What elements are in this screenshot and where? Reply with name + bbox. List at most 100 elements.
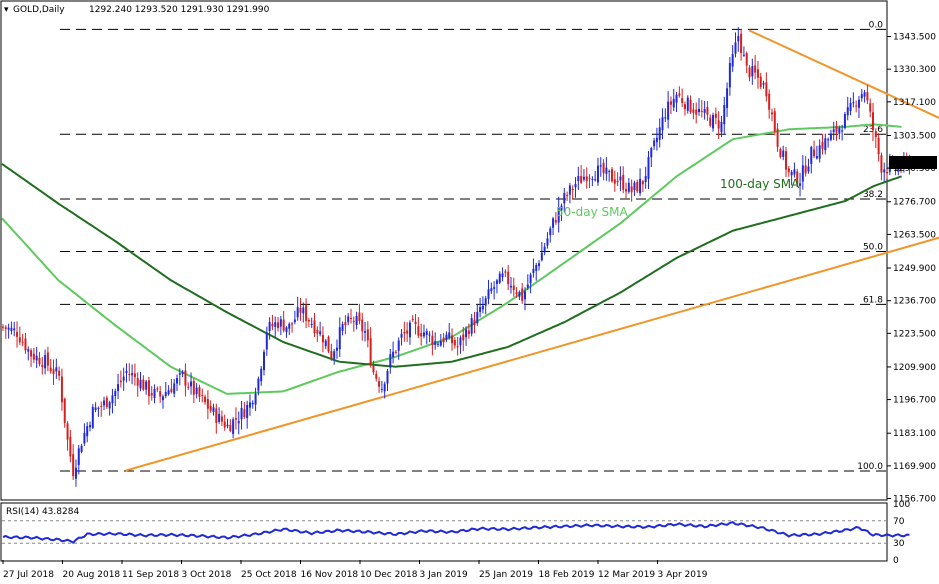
sma100-line xyxy=(1,163,902,368)
candle-bull xyxy=(605,167,608,174)
candle-bull xyxy=(97,407,100,409)
candle-bull xyxy=(883,169,886,173)
candle-bear xyxy=(406,330,409,334)
candle-bear xyxy=(866,92,869,101)
candle-bull xyxy=(591,178,594,180)
candle-bull xyxy=(524,291,527,300)
candle-bear xyxy=(142,379,145,390)
candle-bull xyxy=(726,88,729,109)
y-tick-label: 1290.300 xyxy=(893,164,936,174)
candle-bull xyxy=(723,105,726,125)
candle-bear xyxy=(462,334,465,341)
candle-bear xyxy=(330,351,333,359)
y-tick-label: 1169.900 xyxy=(893,462,936,472)
candle-bear xyxy=(277,322,280,329)
candle-bull xyxy=(274,322,277,327)
candle-bear xyxy=(759,76,762,87)
candle-bear xyxy=(580,175,583,183)
x-tick-label: 25 Oct 2018 xyxy=(241,570,297,580)
candle-bear xyxy=(41,364,44,367)
candle-bear xyxy=(611,169,614,182)
candle-bull xyxy=(608,171,611,173)
candle-bull xyxy=(667,101,670,120)
candle-bull xyxy=(237,421,240,424)
candle-bear xyxy=(872,112,875,131)
candle-bear xyxy=(566,195,569,197)
candle-bull xyxy=(167,390,170,395)
dropdown-arrow-icon[interactable]: ▾ xyxy=(4,5,9,15)
candle-bull xyxy=(484,298,487,306)
candle-bear xyxy=(46,352,49,366)
candle-bear xyxy=(69,436,72,457)
candle-bull xyxy=(532,268,535,273)
candle-bull xyxy=(310,323,313,325)
candle-bull xyxy=(552,218,555,228)
candle-bull xyxy=(647,157,650,179)
candle-bear xyxy=(220,416,223,422)
fib-level-label: 0.0 xyxy=(869,20,884,30)
candle-bull xyxy=(268,321,271,332)
candle-bear xyxy=(32,353,35,360)
candle-bull xyxy=(582,176,585,180)
candle-bull xyxy=(737,35,740,42)
candle-bear xyxy=(147,380,150,397)
candle-bull xyxy=(827,139,830,141)
candle-bull xyxy=(392,351,395,357)
candle-bear xyxy=(209,405,212,411)
candle-bear xyxy=(299,308,302,313)
candle-bear xyxy=(717,120,720,129)
candle-bull xyxy=(77,448,80,465)
candle-bull xyxy=(153,388,156,398)
candle-bull xyxy=(335,347,338,351)
candle-bear xyxy=(420,333,423,337)
candle-bull xyxy=(535,264,538,271)
candle-bull xyxy=(538,263,541,267)
candle-bear xyxy=(748,67,751,78)
ohlc-values: 1292.240 1293.520 1291.930 1291.990 xyxy=(89,5,270,15)
x-tick-label: 20 Aug 2018 xyxy=(63,570,121,580)
candle-bull xyxy=(122,376,125,381)
candle-bull xyxy=(347,316,350,323)
candle-bear xyxy=(369,338,372,366)
candle-bull xyxy=(619,176,622,181)
candle-bear xyxy=(192,380,195,395)
y-tick-label: 1249.900 xyxy=(893,264,936,274)
candle-bull xyxy=(841,130,844,132)
candle-bull xyxy=(549,228,552,236)
candle-bull xyxy=(380,388,383,390)
candle-bull xyxy=(518,291,521,297)
candle-bull xyxy=(731,54,734,67)
candles-layer xyxy=(2,27,911,487)
candle-bear xyxy=(886,171,889,174)
candle-bull xyxy=(10,327,13,331)
x-tick-label: 16 Nov 2018 xyxy=(301,570,359,580)
candle-bull xyxy=(799,183,802,186)
candle-bull xyxy=(364,331,367,333)
candle-bear xyxy=(874,131,877,138)
candle-bear xyxy=(745,53,748,66)
y-tick-label: 1223.500 xyxy=(893,329,936,339)
candle-bull xyxy=(476,311,479,324)
candle-bull xyxy=(560,205,563,211)
candle-bull xyxy=(302,307,305,314)
candle-bear xyxy=(681,98,684,103)
rsi-y-tick-label: 0 xyxy=(893,556,899,566)
rsi-y-tick-label: 100 xyxy=(893,500,910,510)
candle-bull xyxy=(383,383,386,392)
x-tick-label: 27 Jul 2018 xyxy=(3,570,54,580)
candle-bull xyxy=(434,341,437,346)
candle-bull xyxy=(164,392,167,397)
candle-bull xyxy=(860,94,863,99)
candle-bull xyxy=(818,145,821,159)
candle-bear xyxy=(291,323,294,325)
candle-bull xyxy=(263,351,266,371)
fib-level-label: 38.2 xyxy=(863,190,883,200)
candle-bear xyxy=(271,323,274,327)
candle-bull xyxy=(493,287,496,289)
candle-bear xyxy=(403,331,406,334)
candle-bear xyxy=(352,320,355,322)
candle-bear xyxy=(234,418,237,420)
candle-bull xyxy=(89,425,92,428)
candle-bull xyxy=(832,129,835,133)
candle-bull xyxy=(83,432,86,444)
